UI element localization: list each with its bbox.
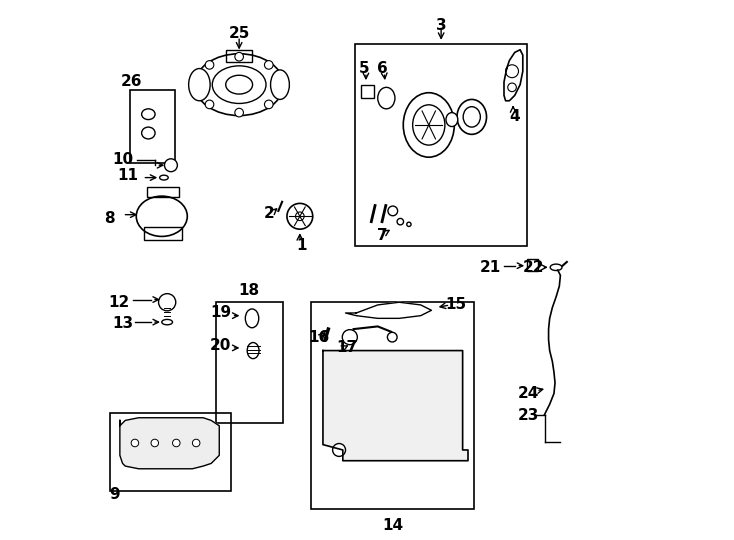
Text: 17: 17 bbox=[336, 340, 357, 355]
Bar bbox=[310, 302, 474, 509]
Ellipse shape bbox=[142, 127, 155, 139]
Circle shape bbox=[264, 100, 273, 109]
Ellipse shape bbox=[247, 342, 259, 359]
Bar bbox=[355, 44, 527, 246]
Circle shape bbox=[192, 439, 200, 447]
Ellipse shape bbox=[245, 309, 259, 328]
Bar bbox=[360, 85, 374, 98]
Bar bbox=[527, 259, 538, 271]
Ellipse shape bbox=[413, 105, 445, 145]
Ellipse shape bbox=[446, 113, 458, 126]
Circle shape bbox=[342, 329, 357, 345]
Text: 12: 12 bbox=[108, 295, 129, 310]
Text: 14: 14 bbox=[382, 518, 404, 532]
Text: 15: 15 bbox=[445, 298, 466, 313]
Ellipse shape bbox=[195, 54, 283, 116]
Circle shape bbox=[508, 83, 516, 92]
Text: 11: 11 bbox=[117, 168, 139, 184]
Text: 21: 21 bbox=[480, 260, 501, 275]
Ellipse shape bbox=[212, 66, 266, 104]
Text: 23: 23 bbox=[517, 408, 539, 422]
Circle shape bbox=[235, 52, 244, 61]
Circle shape bbox=[206, 60, 214, 69]
Text: 22: 22 bbox=[523, 260, 545, 275]
Text: 4: 4 bbox=[509, 110, 520, 124]
Circle shape bbox=[131, 439, 139, 447]
Circle shape bbox=[206, 100, 214, 109]
Circle shape bbox=[159, 294, 175, 311]
Ellipse shape bbox=[457, 99, 487, 134]
Ellipse shape bbox=[407, 222, 411, 226]
Text: 13: 13 bbox=[112, 316, 133, 331]
Text: 9: 9 bbox=[109, 487, 120, 502]
Ellipse shape bbox=[388, 332, 397, 342]
Ellipse shape bbox=[463, 107, 480, 127]
Bar bbox=[110, 414, 231, 491]
Polygon shape bbox=[120, 418, 219, 469]
Bar bbox=[144, 227, 181, 240]
Polygon shape bbox=[323, 350, 468, 461]
Circle shape bbox=[172, 439, 180, 447]
Text: 10: 10 bbox=[112, 152, 133, 167]
Circle shape bbox=[193, 80, 202, 89]
Text: 7: 7 bbox=[377, 227, 388, 242]
Circle shape bbox=[296, 212, 304, 220]
Polygon shape bbox=[346, 302, 432, 319]
Text: 5: 5 bbox=[359, 61, 370, 76]
Text: 24: 24 bbox=[517, 386, 539, 401]
Text: 19: 19 bbox=[211, 306, 231, 320]
Ellipse shape bbox=[388, 206, 398, 216]
Circle shape bbox=[333, 443, 346, 456]
Text: 26: 26 bbox=[121, 75, 142, 90]
Circle shape bbox=[151, 439, 159, 447]
Bar bbox=[129, 90, 175, 163]
Circle shape bbox=[264, 60, 273, 69]
Text: 6: 6 bbox=[377, 61, 388, 76]
Ellipse shape bbox=[159, 175, 168, 180]
Ellipse shape bbox=[378, 87, 395, 109]
Text: 1: 1 bbox=[297, 238, 307, 253]
Text: 18: 18 bbox=[239, 283, 259, 298]
Ellipse shape bbox=[226, 75, 252, 94]
Ellipse shape bbox=[287, 204, 313, 229]
Ellipse shape bbox=[550, 264, 562, 271]
Text: 8: 8 bbox=[103, 212, 115, 226]
Circle shape bbox=[164, 159, 178, 172]
Bar bbox=[226, 50, 252, 62]
Ellipse shape bbox=[137, 196, 187, 237]
Ellipse shape bbox=[161, 320, 172, 325]
Ellipse shape bbox=[397, 218, 404, 225]
Circle shape bbox=[506, 65, 518, 78]
Text: 20: 20 bbox=[210, 338, 231, 353]
Bar bbox=[147, 187, 179, 198]
Ellipse shape bbox=[189, 69, 210, 101]
Circle shape bbox=[277, 80, 286, 89]
Text: 16: 16 bbox=[308, 329, 330, 345]
Ellipse shape bbox=[142, 109, 155, 119]
Text: 3: 3 bbox=[436, 18, 446, 33]
Ellipse shape bbox=[403, 93, 454, 157]
Circle shape bbox=[235, 109, 244, 117]
Text: 2: 2 bbox=[264, 206, 275, 221]
Ellipse shape bbox=[271, 70, 289, 99]
Text: 25: 25 bbox=[228, 26, 250, 41]
Bar bbox=[216, 302, 283, 423]
